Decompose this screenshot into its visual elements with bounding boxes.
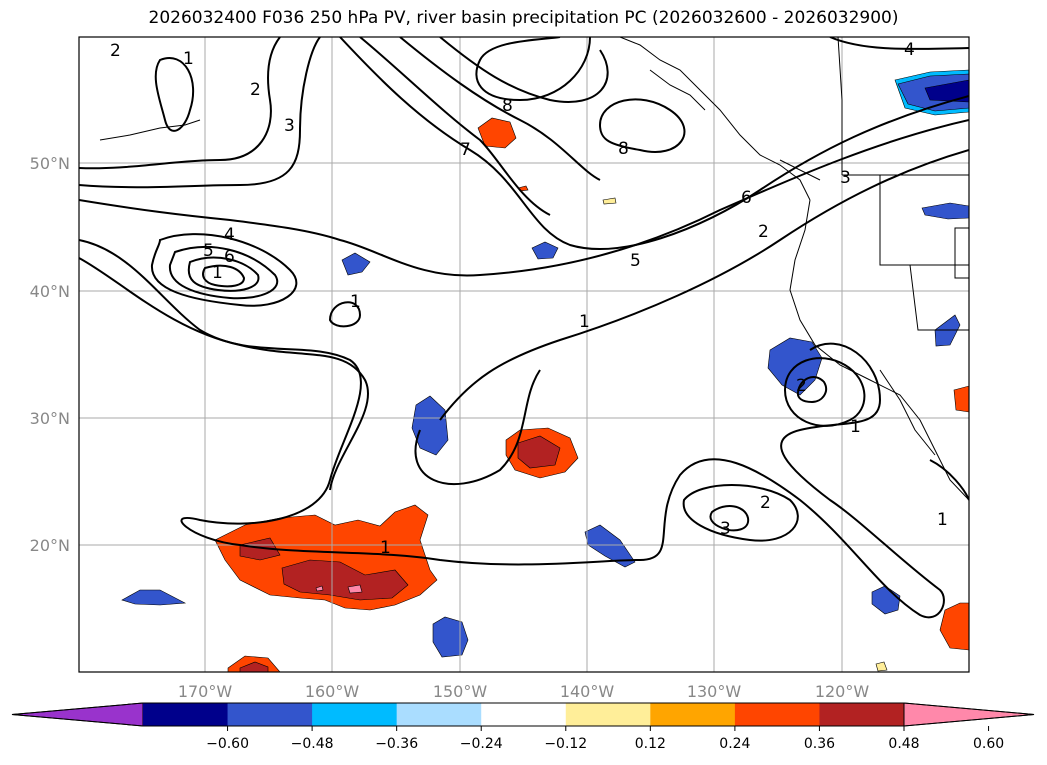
contour-label: 2	[796, 376, 807, 396]
colorbar-tick-label: −0.12	[544, 736, 587, 752]
colorbar-segment	[396, 703, 482, 726]
colorbar-segment	[312, 703, 398, 726]
colorbar-tick-label: −0.36	[375, 736, 418, 752]
contour-label: 3	[720, 519, 731, 539]
lon-label: 160°W	[305, 682, 360, 701]
contour-label: 1	[183, 49, 194, 69]
contour-label: 4	[904, 40, 915, 60]
precip-positive-areas	[214, 117, 969, 672]
colorbar-tick-label: 0.60	[973, 736, 1004, 752]
colorbar-tick-label: −0.48	[291, 736, 334, 752]
contour-label: 3	[284, 116, 295, 136]
contour-label: 6	[224, 247, 235, 267]
contour-label: 3	[840, 168, 851, 188]
contour-label: 2	[760, 493, 771, 513]
longitude-labels: 170°W 160°W 150°W 140°W 130°W 120°W	[178, 682, 870, 701]
colorbar-segment	[734, 703, 820, 726]
colorbar-tick-label: −0.60	[206, 736, 249, 752]
colorbar-tick-label: 0.36	[804, 736, 835, 752]
contour-label: 5	[630, 251, 641, 271]
coastlines	[99, 37, 969, 501]
colorbar-segment	[565, 703, 651, 726]
colorbar-extend-high	[903, 702, 1035, 727]
colorbar-tick-label: 0.48	[888, 736, 919, 752]
colorbar-segment	[650, 703, 736, 726]
contour-label-group: 2 1 2 3 4 5 6 1 1 8 7 8 4 6 5 2 3 1 2 3 …	[110, 40, 948, 558]
colorbar-tick-label: 0.12	[635, 736, 666, 752]
contour-label: 5	[203, 241, 214, 261]
contour-label: 2	[250, 80, 261, 100]
colorbar-segment	[819, 703, 905, 726]
contour-label: 2	[110, 41, 121, 61]
colorbar-segment	[143, 703, 229, 726]
contour-label: 1	[850, 417, 861, 437]
lat-label: 20°N	[30, 536, 70, 555]
contour-label: 7	[460, 140, 471, 160]
contour-label: 2	[758, 222, 769, 242]
colorbar-tick-label: 0.24	[719, 736, 750, 752]
colorbar-outline	[11, 702, 1035, 727]
contour-label: 8	[618, 139, 629, 159]
latitude-labels: 50°N 40°N 30°N 20°N	[30, 154, 70, 555]
lon-label: 120°W	[815, 682, 870, 701]
lat-label: 50°N	[30, 154, 70, 173]
lat-label: 30°N	[30, 409, 70, 428]
contour-label: 1	[380, 538, 391, 558]
lat-label: 40°N	[30, 282, 70, 301]
lon-label: 170°W	[178, 682, 233, 701]
map-border	[78, 36, 970, 673]
contour-label: 1	[350, 292, 361, 312]
contour-label: 1	[212, 263, 223, 283]
colorbar: −0.60 −0.48 −0.36 −0.24 −0.12 0.12 0.24 0.36 0.4…	[11, 702, 1035, 752]
contour-label: 1	[937, 510, 948, 530]
colorbar-segment	[481, 703, 567, 726]
lon-label: 140°W	[560, 682, 615, 701]
lon-label: 150°W	[433, 682, 488, 701]
contour-label: 4	[224, 225, 235, 245]
contour-label: 6	[741, 188, 752, 208]
colorbar-extend-low	[11, 702, 144, 727]
colorbar-tick-label: −0.24	[460, 736, 503, 752]
contour-label: 8	[502, 96, 513, 116]
map-title: 2026032400 F036 250 hPa PV, river basin …	[148, 8, 899, 28]
contour-label: 1	[579, 312, 590, 332]
colorbar-segment	[227, 703, 313, 726]
lon-label: 130°W	[687, 682, 742, 701]
pv-contours	[79, 37, 969, 619]
